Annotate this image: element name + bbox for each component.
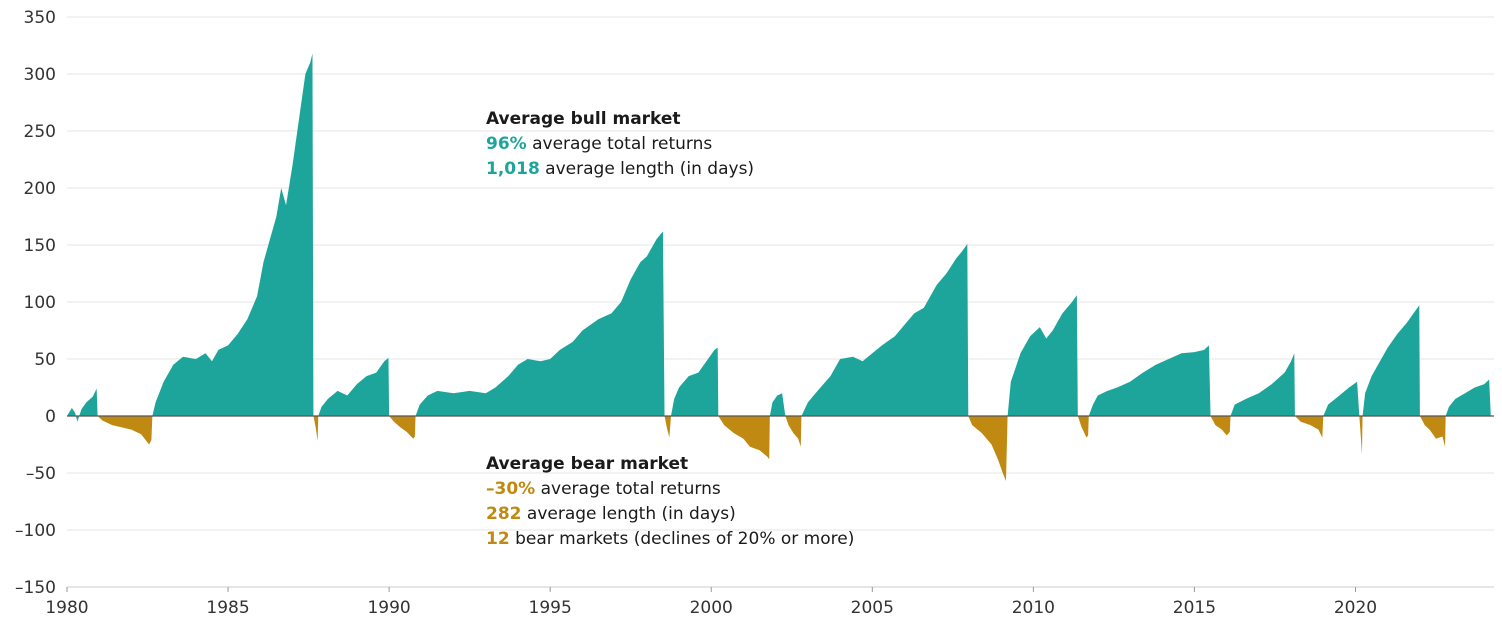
y-tick-label: 150 bbox=[24, 236, 56, 256]
bear-market-area bbox=[664, 416, 671, 438]
y-tick-label: 250 bbox=[24, 122, 56, 142]
bear-count-line: 12 bear markets (declines of 20% or more… bbox=[486, 527, 854, 552]
bear-market-area bbox=[785, 416, 802, 447]
bear-market-area bbox=[1077, 416, 1089, 438]
bull-annotation: Average bull market 96% average total re… bbox=[486, 107, 754, 182]
bull-returns-text: average total returns bbox=[526, 134, 713, 154]
x-tick-label: 2005 bbox=[851, 598, 894, 618]
bear-market-area bbox=[1294, 416, 1324, 438]
bull-market-area bbox=[1007, 295, 1078, 416]
y-tick-label: –150 bbox=[15, 578, 56, 598]
bear-annotation: Average bear market –30% average total r… bbox=[486, 452, 854, 552]
bull-returns-value: 96% bbox=[486, 134, 527, 154]
x-tick-label: 1985 bbox=[206, 598, 249, 618]
bear-market-area bbox=[1210, 416, 1231, 436]
bull-market-area bbox=[801, 243, 969, 416]
bull-market-area bbox=[769, 393, 786, 416]
bull-market-area bbox=[1088, 345, 1211, 416]
y-tick-label: 50 bbox=[34, 350, 56, 370]
bear-market-area bbox=[968, 416, 1008, 481]
x-tick-label: 2000 bbox=[690, 598, 733, 618]
bear-length-value: 282 bbox=[486, 504, 522, 524]
bear-market-area bbox=[313, 416, 319, 442]
bull-market-area bbox=[1323, 381, 1360, 416]
bear-length-line: 282 average length (in days) bbox=[486, 502, 854, 527]
bear-market-area bbox=[97, 416, 153, 445]
bull-market-area bbox=[415, 231, 665, 416]
y-tick-label: 300 bbox=[24, 65, 56, 85]
bear-heading: Average bear market bbox=[486, 454, 689, 474]
bear-returns-line: –30% average total returns bbox=[486, 477, 854, 502]
y-tick-label: 0 bbox=[45, 407, 56, 427]
y-tick-label: 350 bbox=[24, 8, 56, 28]
x-tick-label: 2010 bbox=[1012, 598, 1055, 618]
y-tick-label: –100 bbox=[15, 521, 56, 541]
y-tick-label: –50 bbox=[26, 464, 56, 484]
bear-count-text: bear markets (declines of 20% or more) bbox=[509, 529, 855, 549]
bear-market-area bbox=[1359, 416, 1363, 455]
bear-market-area bbox=[718, 416, 770, 460]
bull-market-area bbox=[152, 53, 314, 416]
bull-length-text: average length (in days) bbox=[539, 159, 755, 179]
bear-returns-text: average total returns bbox=[535, 479, 721, 499]
bear-market-area bbox=[1419, 416, 1446, 447]
bull-heading: Average bull market bbox=[486, 109, 681, 129]
bull-market-area bbox=[1445, 379, 1491, 416]
x-tick-label: 2020 bbox=[1334, 598, 1377, 618]
bull-market-area bbox=[1362, 305, 1420, 416]
x-tick-label: 1990 bbox=[367, 598, 410, 618]
bull-market-area bbox=[318, 357, 390, 416]
x-tick-label: 1980 bbox=[45, 598, 88, 618]
x-tick-label: 2015 bbox=[1173, 598, 1216, 618]
bull-returns-line: 96% average total returns bbox=[486, 132, 754, 157]
bear-market-area bbox=[389, 416, 416, 439]
bull-market-area bbox=[67, 388, 98, 422]
y-tick-label: 200 bbox=[24, 179, 56, 199]
area-series bbox=[67, 53, 1491, 481]
bear-count-value: 12 bbox=[486, 529, 510, 549]
bull-length-value: 1,018 bbox=[486, 159, 540, 179]
bear-returns-value: –30% bbox=[486, 479, 536, 499]
bear-length-text: average length (in days) bbox=[521, 504, 736, 524]
bull-market-area bbox=[1230, 353, 1295, 416]
bull-length-line: 1,018 average length (in days) bbox=[486, 157, 754, 182]
bull-market-area bbox=[670, 347, 719, 416]
y-tick-label: 100 bbox=[24, 293, 56, 313]
x-tick-label: 1995 bbox=[529, 598, 572, 618]
